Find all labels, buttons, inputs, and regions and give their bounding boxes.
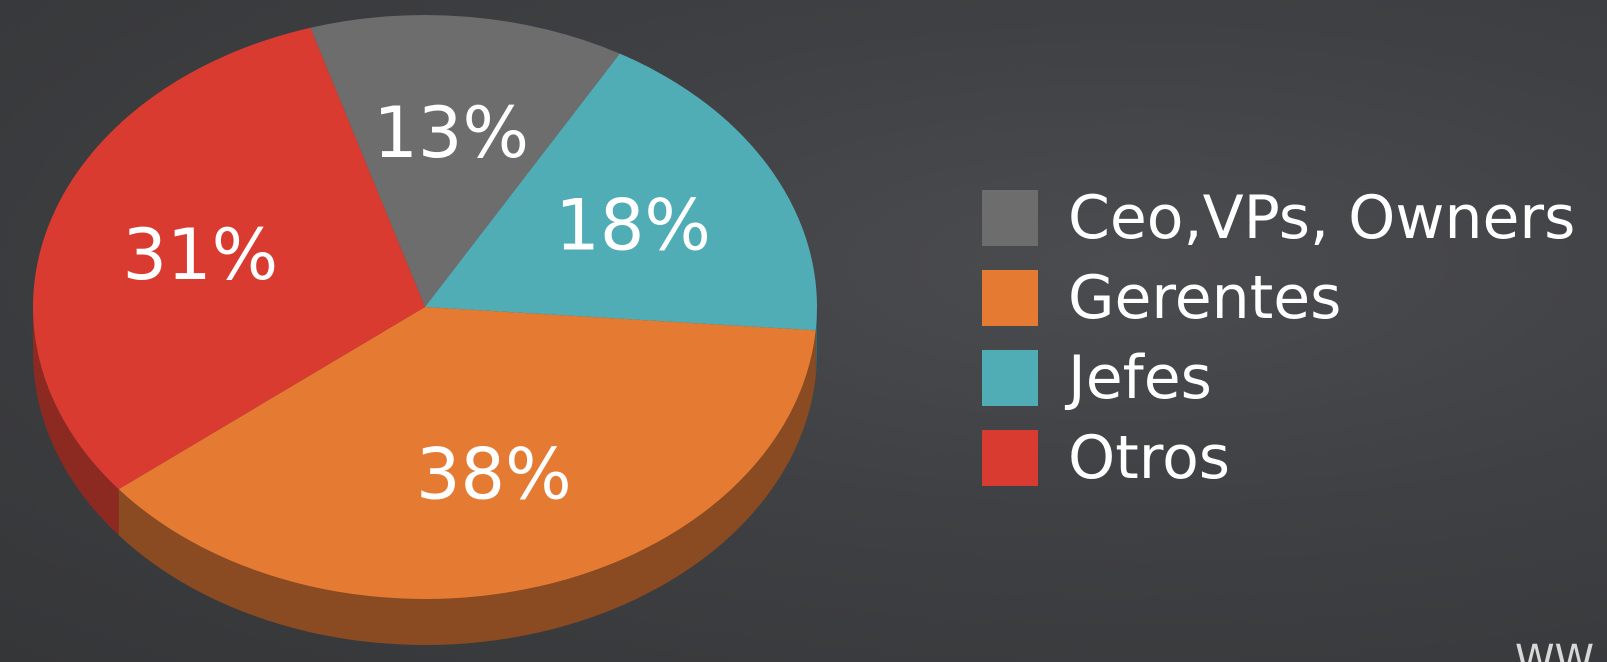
watermark-text: WW <box>1515 637 1595 662</box>
pie-slice-ceo <box>310 15 620 308</box>
pie-label-ceo: 13% <box>373 92 529 174</box>
pie-label-otros: 31% <box>123 214 279 296</box>
pie-label-gerentes: 38% <box>416 434 572 516</box>
legend-item-otros: Otros <box>982 418 1575 498</box>
legend-label-gerentes: Gerentes <box>1068 263 1342 333</box>
legend-label-otros: Otros <box>1068 423 1231 493</box>
legend-label-jefes: Jefes <box>1068 343 1212 413</box>
legend-item-ceo: Ceo,VPs, Owners <box>982 178 1575 258</box>
pie-slice-otros <box>32 27 426 490</box>
legend-item-gerentes: Gerentes <box>982 258 1575 338</box>
legend-item-jefes: Jefes <box>982 338 1575 418</box>
pie-label-jefes: 18% <box>555 184 711 266</box>
pie-slice-jefes <box>425 53 817 331</box>
legend-label-ceo: Ceo,VPs, Owners <box>1068 183 1576 253</box>
pie-side-gerentes <box>118 330 816 645</box>
legend-swatch-jefes <box>982 350 1038 406</box>
pie-slice-gerentes <box>118 307 816 599</box>
legend-swatch-gerentes <box>982 270 1038 326</box>
pie-side-jefes <box>815 307 817 377</box>
legend-swatch-otros <box>982 430 1038 486</box>
pie-side-otros <box>33 307 119 536</box>
legend-swatch-ceo <box>982 190 1038 246</box>
chart-legend: Ceo,VPs, Owners Gerentes Jefes Otros <box>982 178 1575 498</box>
